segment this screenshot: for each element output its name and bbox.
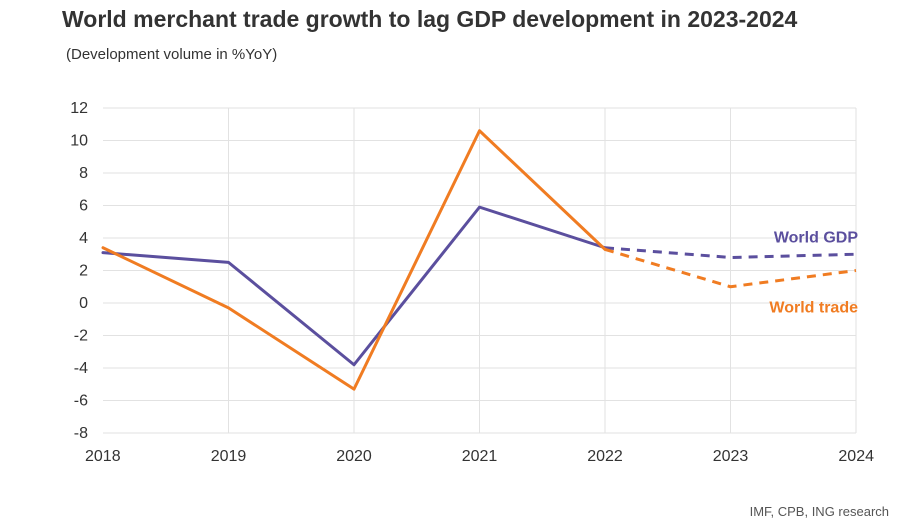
world-trade-label: World trade <box>769 300 858 317</box>
x-tick-label: 2019 <box>211 448 247 465</box>
y-tick-label: 12 <box>70 100 88 117</box>
x-tick-label: 2022 <box>587 448 623 465</box>
world-gdp-line <box>101 205 607 367</box>
y-tick-label: -6 <box>74 393 88 410</box>
world-trade-forecast-line <box>604 247 857 289</box>
y-tick-label: 2 <box>79 263 88 280</box>
y-tick-label: 6 <box>79 198 88 215</box>
y-tick-label: 0 <box>79 295 88 312</box>
x-axis-ticks: 2018 2019 2020 2021 2022 2023 2024 <box>85 448 874 465</box>
world-gdp-label: World GDP <box>774 229 858 246</box>
y-tick-label: -4 <box>74 360 88 377</box>
world-trade-line <box>101 129 607 391</box>
series-labels: World GDP World trade <box>769 229 858 316</box>
y-tick-label: 10 <box>70 133 88 150</box>
y-axis-ticks: 12 10 8 6 4 2 0 -2 -4 -6 -8 <box>70 100 88 442</box>
x-tick-label: 2018 <box>85 448 121 465</box>
chart-title: World merchant trade growth to lag GDP d… <box>62 6 798 32</box>
world-gdp-forecast-line <box>604 246 857 259</box>
source-note: IMF, CPB, ING research <box>749 504 889 519</box>
x-tick-label: 2024 <box>838 448 874 465</box>
x-tick-label: 2023 <box>713 448 749 465</box>
chart-subtitle: (Development volume in %YoY) <box>66 46 278 63</box>
y-tick-label: 4 <box>79 230 88 247</box>
y-tick-label: 8 <box>79 165 88 182</box>
x-tick-label: 2020 <box>336 448 372 465</box>
y-tick-label: -2 <box>74 328 88 345</box>
x-tick-label: 2021 <box>462 448 498 465</box>
y-tick-label: -8 <box>74 425 88 442</box>
grid-lines <box>103 107 857 434</box>
series-lines <box>101 129 857 391</box>
